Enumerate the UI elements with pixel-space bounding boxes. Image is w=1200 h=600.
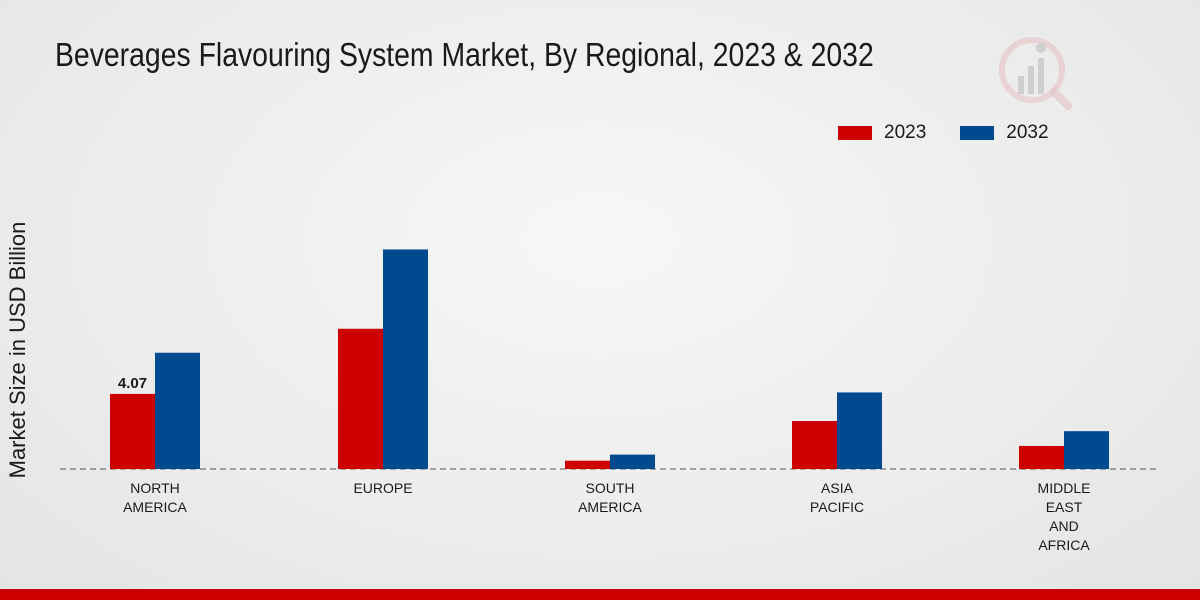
footer-bar [0, 589, 1200, 600]
x-tick-label-europe-1: EUROPE [353, 480, 412, 496]
bar-north-america-2023[interactable] [110, 393, 155, 469]
bar-north-america-2032[interactable] [155, 352, 200, 469]
legend-item-2032[interactable]: 2032 [960, 122, 1049, 144]
x-tick-label-asia-pacific-1: ASIA [821, 480, 854, 496]
x-tick-label-middle-east-and-africa-2: EAST [1046, 499, 1083, 515]
bar-middle-east-and-africa-2032[interactable] [1064, 431, 1109, 469]
legend-swatch-2032 [960, 126, 995, 140]
x-tick-label-north-america-1: NORTH [130, 480, 180, 496]
x-tick-label-south-america-1: SOUTH [586, 480, 635, 496]
bar-asia-pacific-2032[interactable] [837, 392, 882, 469]
x-tick-label-south-america-2: AMERICA [578, 499, 642, 515]
legend-label-2023: 2023 [884, 122, 927, 143]
bar-middle-east-and-africa-2023[interactable] [1019, 445, 1064, 469]
x-tick-label-middle-east-and-africa-1: MIDDLE [1038, 480, 1091, 496]
bar-south-america-2032[interactable] [610, 454, 655, 469]
bar-europe-2023[interactable] [338, 328, 383, 469]
data-label-north-america-2023: 4.07 [118, 375, 147, 392]
chart-title: Beverages Flavouring System Market, By R… [55, 36, 874, 73]
x-tick-label-asia-pacific-2: PACIFIC [810, 499, 864, 515]
x-tick-label-middle-east-and-africa-4: AFRICA [1038, 537, 1090, 553]
legend-swatch-2023 [838, 126, 872, 140]
legend-item-2023[interactable]: 2023 [838, 122, 926, 144]
x-tick-label-middle-east-and-africa-3: AND [1049, 518, 1079, 534]
brand-logo-icon [999, 37, 1072, 110]
bar-europe-2032[interactable] [383, 249, 428, 469]
bar-asia-pacific-2023[interactable] [792, 421, 837, 469]
x-tick-label-north-america-2: AMERICA [123, 499, 187, 515]
bar-south-america-2023[interactable] [565, 460, 610, 469]
chart-legend: 2023 2032 [838, 122, 1049, 144]
legend-label-2032: 2032 [1006, 122, 1049, 143]
